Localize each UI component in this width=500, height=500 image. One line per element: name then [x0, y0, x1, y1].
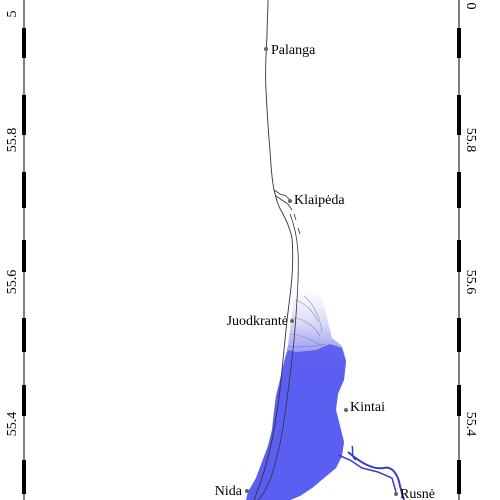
right-axis-labels: 0 55.8 55.6 55.4: [463, 3, 478, 437]
spit-inner-shore: [257, 213, 299, 500]
right-tick-55-8: 55.8: [463, 128, 478, 153]
city-nida: Nida: [215, 484, 249, 499]
svg-text:Kintai: Kintai: [350, 400, 385, 415]
map-frame: [22, 0, 461, 500]
city-palanga: Palanga: [264, 43, 316, 58]
left-tick-55-8: 55.8: [5, 128, 20, 153]
svg-text:Nida: Nida: [215, 484, 243, 499]
left-tick-55-4: 55.4: [5, 412, 20, 437]
city-kintai: Kintai: [344, 400, 385, 415]
river-nemunas: [347, 451, 405, 500]
city-klaipeda: Klaipėda: [288, 193, 345, 208]
river-branch: [351, 445, 357, 461]
right-tick-partial: 0: [463, 3, 478, 10]
lagoon-main-body: [246, 344, 346, 500]
svg-text:Palanga: Palanga: [271, 43, 316, 58]
klaipeda-strait: [273, 189, 293, 211]
svg-text:Rusnė: Rusnė: [400, 487, 435, 500]
right-tick-55-4: 55.4: [463, 412, 478, 437]
svg-text:Juodkrantė: Juodkrantė: [227, 314, 288, 329]
curonian-lagoon: [246, 215, 397, 500]
right-tick-55-6: 55.6: [463, 270, 478, 295]
coastline: [253, 0, 294, 500]
delta-channels: [337, 454, 397, 493]
svg-text:Klaipėda: Klaipėda: [294, 193, 345, 208]
left-tick-partial: 5: [5, 11, 20, 18]
city-juodkrante: Juodkrantė: [227, 314, 294, 329]
depth-contours: [287, 295, 327, 348]
left-axis-labels: 5 55.8 55.6 55.4: [5, 11, 20, 437]
city-rusne: Rusnė: [394, 487, 435, 500]
left-tick-55-6: 55.6: [5, 270, 20, 295]
